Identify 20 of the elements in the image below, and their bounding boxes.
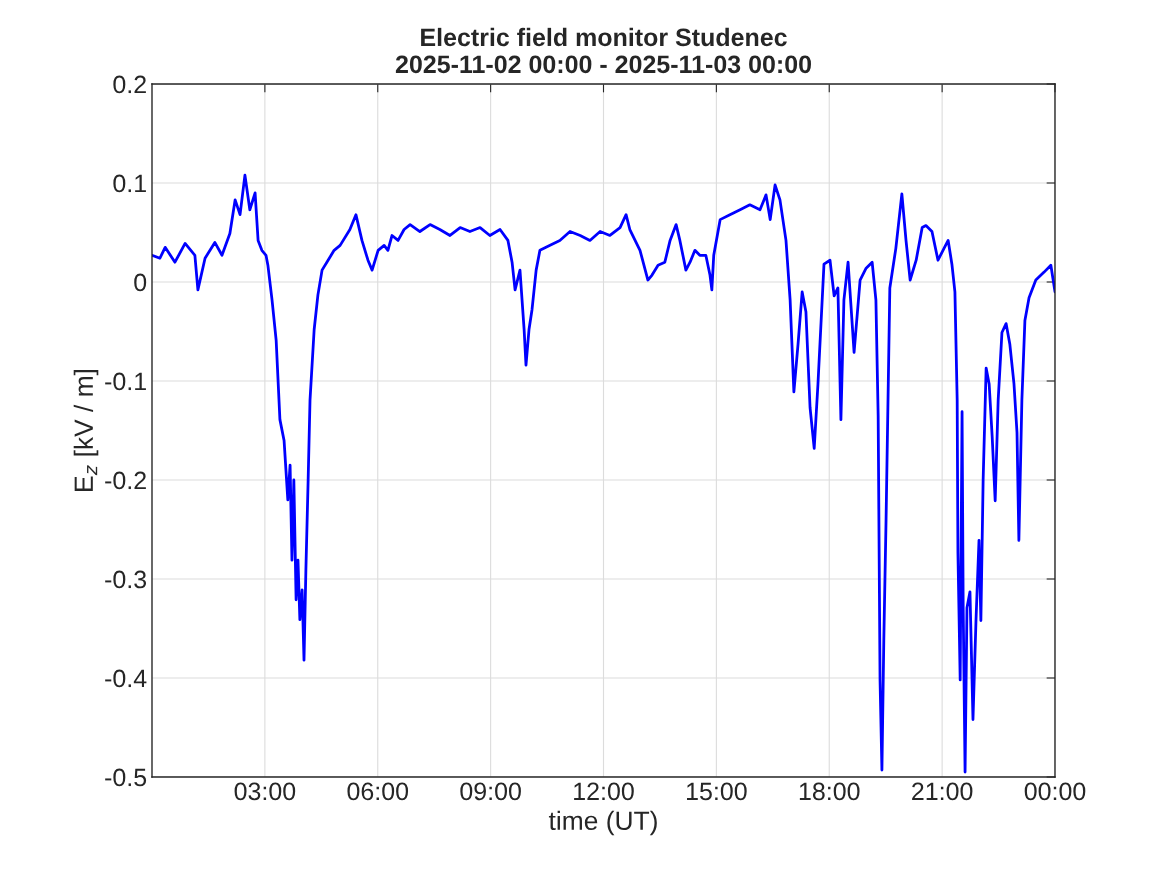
y-tick-label: -0.4 xyxy=(105,669,147,688)
chart-title: Electric field monitor Studenec 2025-11-02 00:00 - 2025-11-03 00:00 xyxy=(395,27,811,74)
y-tick-label: -0.3 xyxy=(105,570,147,589)
x-tick-label: 21:00 xyxy=(912,782,973,801)
y-tick-label: -0.1 xyxy=(105,372,146,391)
y-tick-label: -0.5 xyxy=(105,768,147,787)
y-tick-label: -0.2 xyxy=(105,471,146,490)
x-tick-label: 18:00 xyxy=(799,782,860,801)
x-tick-label: 03:00 xyxy=(234,782,296,801)
x-tick-label: 00:00 xyxy=(1024,782,1086,801)
line-series xyxy=(152,173,1055,774)
x-tick-label: 06:00 xyxy=(347,782,409,801)
y-axis-title: E$_{z}$ [kV / m] xyxy=(73,369,99,491)
x-tick-label: 12:00 xyxy=(574,782,634,801)
y-tick-label: 0.1 xyxy=(113,174,146,193)
y-tick-label: 0.2 xyxy=(113,75,146,94)
x-tick-label: 15:00 xyxy=(687,782,747,801)
y-tick-label: 0 xyxy=(134,273,147,292)
x-axis-title: time (UT) xyxy=(548,810,657,836)
x-tick-label: 09:00 xyxy=(460,782,521,801)
